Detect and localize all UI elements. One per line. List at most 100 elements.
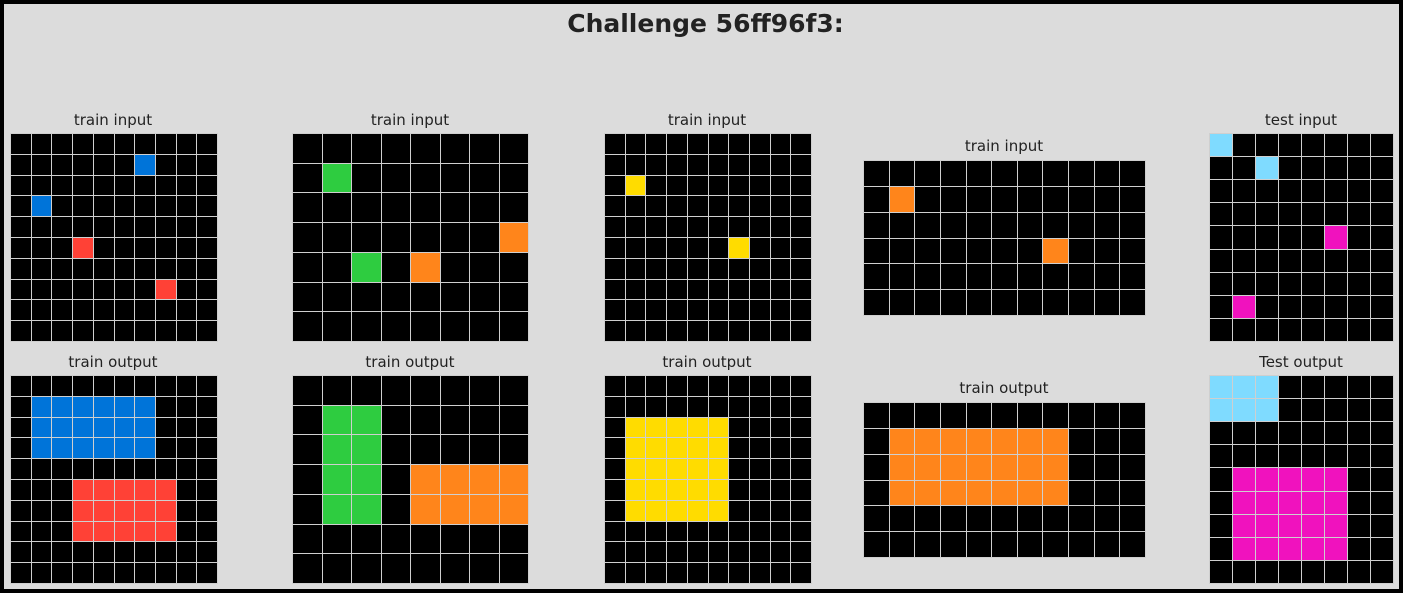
- grid-cell: [52, 237, 73, 258]
- grid-cell: [729, 258, 749, 279]
- grid-cell: [625, 279, 646, 300]
- grid-cell: [605, 154, 625, 175]
- grid-cell: [1348, 157, 1370, 180]
- grid-cell: [1210, 491, 1232, 514]
- grid-cell: [52, 438, 73, 459]
- grid-cell: [135, 134, 155, 154]
- grid-cell: [864, 428, 889, 454]
- grid-cell: [667, 459, 687, 479]
- grid-cell: [197, 500, 217, 521]
- grid-cell: [687, 279, 708, 300]
- grid-cell: [155, 300, 176, 321]
- grid-cell: [1069, 161, 1094, 186]
- grid-cell: [293, 435, 322, 465]
- grid-cell: [1256, 560, 1278, 583]
- grid-cell: [381, 163, 410, 193]
- grid-cell: [31, 521, 52, 542]
- grid-cell: [93, 321, 114, 341]
- grid-cell: [135, 217, 155, 237]
- train-4-input-grid: [863, 160, 1146, 316]
- train-1-input-label: train input: [73, 111, 153, 129]
- grid-cell: [708, 438, 729, 459]
- grid-cell: [1233, 399, 1255, 422]
- grid-cell: [73, 134, 93, 154]
- grid-cell: [940, 506, 966, 532]
- grid-cell: [1325, 491, 1347, 514]
- grid-cell: [1043, 506, 1069, 532]
- grid-cell: [1017, 532, 1043, 557]
- grid-cell: [93, 279, 114, 300]
- grid-cell: [1210, 318, 1232, 341]
- grid-cell: [791, 542, 811, 563]
- grid-cell: [293, 252, 322, 282]
- grid-cell: [135, 175, 155, 196]
- grid-cell: [1302, 295, 1324, 318]
- grid-cell: [411, 134, 440, 163]
- grid-cell: [729, 217, 749, 237]
- grid-cell: [708, 175, 729, 196]
- grid-cell: [155, 196, 176, 217]
- grid-cell: [1325, 180, 1347, 203]
- grid-cell: [93, 563, 114, 583]
- train-3-input-label: train input: [667, 111, 747, 129]
- grid-cell: [605, 376, 625, 396]
- grid-cell: [381, 554, 410, 583]
- grid-cell: [197, 154, 217, 175]
- grid-cell: [1256, 422, 1278, 445]
- grid-cell: [1325, 422, 1347, 445]
- grid-cell: [749, 479, 770, 500]
- grid-cell: [411, 435, 440, 465]
- grid-cell: [992, 161, 1017, 186]
- grid-cell: [135, 376, 155, 396]
- grid-cell: [708, 237, 729, 258]
- test-input-label: test input: [1264, 111, 1338, 129]
- train-1-input-grid: [10, 133, 218, 342]
- grid-cell: [52, 300, 73, 321]
- grid-cell: [749, 396, 770, 417]
- grid-cell: [729, 321, 749, 341]
- grid-cell: [729, 521, 749, 542]
- grid-cell: [1348, 491, 1370, 514]
- grid-cell: [114, 134, 135, 154]
- grid-cell: [1210, 295, 1232, 318]
- grid-cell: [135, 438, 155, 459]
- grid-cell: [940, 454, 966, 480]
- grid-cell: [1279, 491, 1301, 514]
- grid-cell: [708, 376, 729, 396]
- grid-cell: [322, 524, 351, 554]
- grid-cell: [176, 154, 197, 175]
- grid-cell: [93, 237, 114, 258]
- grid-cell: [889, 212, 915, 238]
- grid-cell: [197, 321, 217, 341]
- grid-cell: [293, 405, 322, 435]
- grid-cell: [381, 494, 410, 524]
- grid-cell: [646, 563, 667, 583]
- grid-cell: [93, 396, 114, 417]
- grid-cell: [729, 542, 749, 563]
- grid-cell: [1325, 249, 1347, 272]
- grid-cell: [708, 500, 729, 521]
- grid-cell: [1094, 480, 1120, 506]
- grid-cell: [1371, 318, 1393, 341]
- grid-cell: [176, 300, 197, 321]
- grid-cell: [1325, 514, 1347, 537]
- grid-cell: [864, 161, 889, 186]
- grid-cell: [687, 438, 708, 459]
- grid-cell: [749, 376, 770, 396]
- grid-cell: [352, 435, 381, 465]
- grid-cell: [708, 542, 729, 563]
- grid-cell: [889, 480, 915, 506]
- grid-cell: [197, 563, 217, 583]
- grid-cell: [1210, 399, 1232, 422]
- grid-cell: [625, 258, 646, 279]
- grid-cell: [770, 438, 791, 459]
- grid-cell: [791, 479, 811, 500]
- grid-cell: [749, 196, 770, 217]
- grid-cell: [440, 465, 469, 494]
- grid-cell: [770, 196, 791, 217]
- grid-cell: [135, 396, 155, 417]
- grid-cell: [1302, 399, 1324, 422]
- grid-cell: [646, 321, 667, 341]
- grid-cell: [1371, 376, 1393, 399]
- grid-cell: [770, 542, 791, 563]
